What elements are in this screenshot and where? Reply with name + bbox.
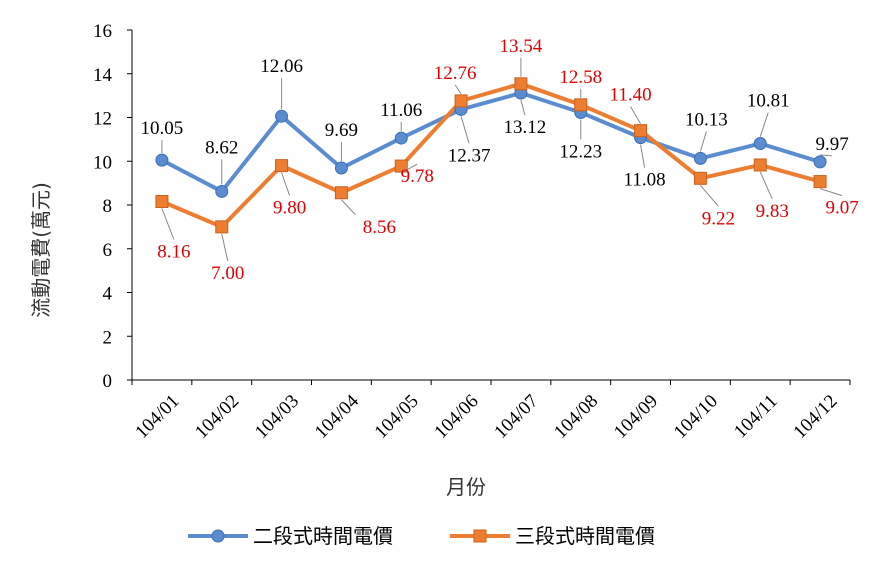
series-2-point xyxy=(813,175,827,189)
x-tick-label: 104/12 xyxy=(789,391,841,443)
series-2-leader xyxy=(161,208,175,240)
series-1-data-label: 11.08 xyxy=(624,170,666,191)
x-tick-label: 104/04 xyxy=(311,390,364,443)
series-2-data-label: 9.07 xyxy=(825,198,858,219)
y-tick-label: 12 xyxy=(93,109,112,130)
y-tick-label: 8 xyxy=(103,196,113,217)
series-1-leader xyxy=(759,112,769,137)
series-1-point xyxy=(693,151,707,165)
series-2-leader xyxy=(819,188,843,197)
series-2-leader xyxy=(221,233,229,261)
x-tick-label: 104/10 xyxy=(670,391,722,443)
series-1-point xyxy=(215,184,229,198)
series-2-point xyxy=(514,77,528,91)
series-2-leader xyxy=(759,171,773,200)
series-1-point xyxy=(155,153,169,167)
series-1-data-label: 13.12 xyxy=(504,117,547,138)
series-2-data-label: 11.40 xyxy=(610,85,652,106)
y-tick-label: 6 xyxy=(103,240,113,261)
series-1-point xyxy=(275,109,289,123)
series-2-data-label: 8.56 xyxy=(363,217,396,238)
legend-series-1-label: 二段式時間電價 xyxy=(253,524,393,548)
series-2-leader xyxy=(630,106,642,124)
legend-series-2-marker xyxy=(473,529,487,543)
series-1-data-label: 10.05 xyxy=(141,118,184,139)
series-1-leader xyxy=(520,99,526,116)
series-2-point xyxy=(215,220,229,234)
series-1-data-label: 10.81 xyxy=(747,91,790,112)
series-2-data-label: 8.16 xyxy=(157,242,190,263)
y-tick-label: 2 xyxy=(103,327,113,348)
series-1-point xyxy=(394,131,408,145)
series-1-point xyxy=(813,155,827,169)
series-2-line xyxy=(161,81,821,229)
x-tick-label: 104/06 xyxy=(430,391,482,443)
y-tick-label: 16 xyxy=(93,21,112,42)
series-1-data-label: 8.62 xyxy=(205,137,238,158)
series-2-data-label: 9.22 xyxy=(702,208,735,229)
series-1-data-label: 12.06 xyxy=(260,56,303,77)
series-1-data-label: 9.97 xyxy=(815,134,848,155)
x-tick-label: 104/01 xyxy=(131,391,183,443)
series-1-point xyxy=(753,137,767,151)
series-2-point xyxy=(275,159,289,173)
y-tick-label: 14 xyxy=(93,65,113,86)
series-2-point xyxy=(155,195,169,208)
series-2-point xyxy=(693,171,707,185)
x-tick-label: 104/09 xyxy=(610,391,662,443)
x-tick-label: 104/02 xyxy=(191,391,243,443)
series-1-data-label: 10.13 xyxy=(685,109,728,130)
series-2-leader xyxy=(454,84,462,95)
y-tick-label: 10 xyxy=(93,152,112,173)
x-tick-label: 104/11 xyxy=(730,391,782,443)
series-2-data-label: 9.78 xyxy=(401,166,434,187)
series-1-leader xyxy=(699,131,707,152)
series-1-data-label: 9.69 xyxy=(325,120,358,141)
y-tick-label: 0 xyxy=(103,371,113,392)
series-2-data-label: 13.54 xyxy=(500,36,543,57)
series-2-data-label: 12.58 xyxy=(559,67,602,88)
series-1-leader xyxy=(460,116,470,144)
series-2-data-label: 7.00 xyxy=(211,263,244,284)
x-tick-label: 104/05 xyxy=(371,391,423,443)
y-axis-title: 流動電費(萬元) xyxy=(29,182,53,318)
x-axis-title: 月份 xyxy=(446,475,486,499)
series-2-point xyxy=(634,124,648,138)
series-2-data-label: 9.83 xyxy=(756,201,789,222)
series-2-data-label: 12.76 xyxy=(434,63,477,84)
x-tick-label: 104/08 xyxy=(550,391,602,443)
x-tick-label: 104/07 xyxy=(490,391,542,443)
series-1-leader xyxy=(640,144,646,168)
series-1-line xyxy=(160,91,821,194)
series-2-data-label: 9.80 xyxy=(273,198,306,219)
series-1-data-label: 12.23 xyxy=(559,141,602,162)
series-2-leader xyxy=(341,199,356,216)
legend-series-2-label: 三段式時間電價 xyxy=(515,524,655,548)
series-2-point xyxy=(753,158,767,172)
series-1-leader xyxy=(820,154,833,157)
series-2-point xyxy=(334,186,348,200)
series-2-leader xyxy=(281,172,291,196)
legend-series-1-marker xyxy=(211,529,225,543)
series-2-point xyxy=(574,98,588,112)
series-1-data-label: 11.06 xyxy=(380,100,422,121)
y-tick-label: 4 xyxy=(103,284,113,305)
series-1-data-label: 12.37 xyxy=(448,145,491,166)
series-2-leader xyxy=(401,163,418,174)
x-tick-label: 104/03 xyxy=(251,391,303,443)
series-2-point xyxy=(394,159,408,173)
series-2-point xyxy=(454,94,468,108)
series-1-point xyxy=(334,161,348,175)
series-2-leader xyxy=(700,184,719,207)
